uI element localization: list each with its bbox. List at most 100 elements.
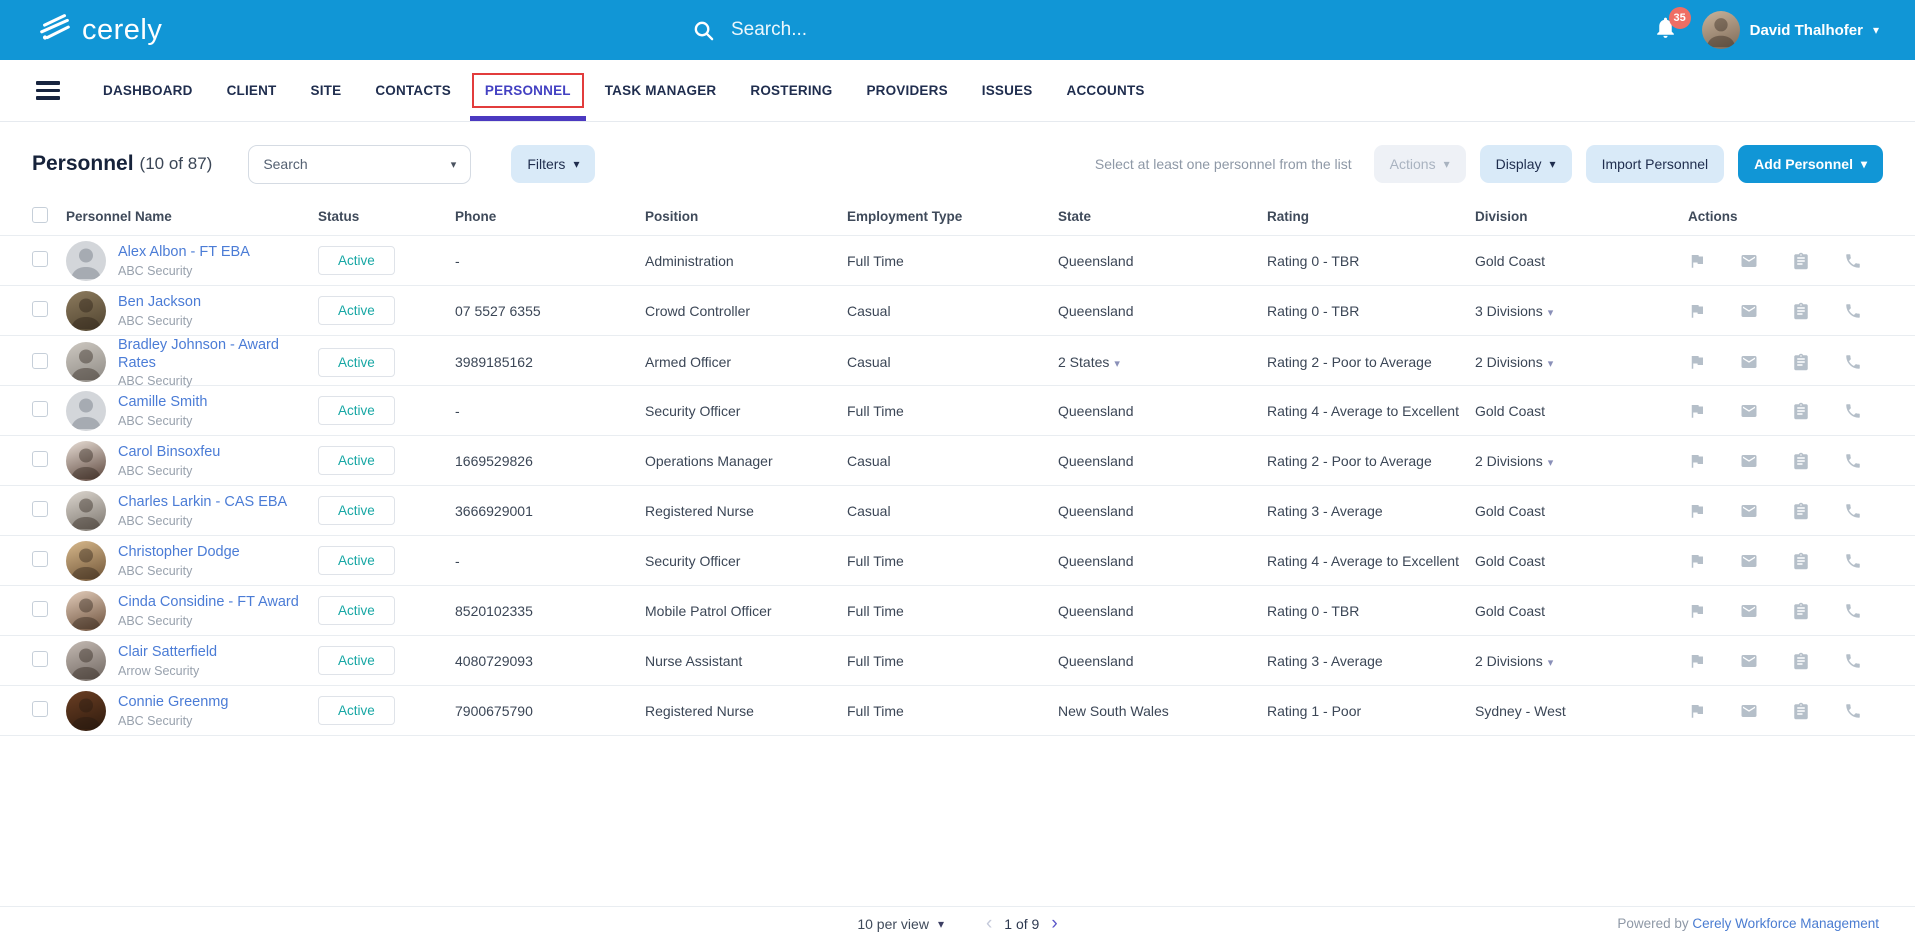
mail-icon[interactable]: [1740, 302, 1758, 320]
column-header-employment-type[interactable]: Employment Type: [847, 209, 963, 224]
phone-icon[interactable]: [1844, 652, 1862, 670]
select-all-checkbox[interactable]: [32, 207, 48, 223]
mail-icon[interactable]: [1740, 652, 1758, 670]
row-checkbox[interactable]: [32, 551, 48, 567]
personnel-name-link[interactable]: Clair Satterfield: [118, 644, 218, 661]
flag-icon[interactable]: [1688, 602, 1706, 620]
phone-icon[interactable]: [1844, 602, 1862, 620]
division-cell[interactable]: 2 Divisions ▾: [1475, 452, 1554, 469]
tab-personnel[interactable]: PERSONNEL: [468, 60, 588, 121]
flag-icon[interactable]: [1688, 252, 1706, 270]
flag-icon[interactable]: [1688, 652, 1706, 670]
next-page-icon[interactable]: ›: [1051, 913, 1058, 934]
clipboard-icon[interactable]: [1792, 552, 1810, 570]
tab-providers[interactable]: PROVIDERS: [849, 60, 964, 121]
mail-icon[interactable]: [1740, 702, 1758, 720]
filters-button[interactable]: Filters ▾: [511, 145, 596, 183]
division-cell[interactable]: 2 Divisions ▾: [1475, 652, 1554, 669]
tab-client[interactable]: CLIENT: [210, 60, 294, 121]
add-personnel-button[interactable]: Add Personnel ▾: [1738, 145, 1883, 183]
clipboard-icon[interactable]: [1792, 652, 1810, 670]
phone-icon[interactable]: [1844, 353, 1862, 371]
phone-icon[interactable]: [1844, 702, 1862, 720]
clipboard-icon[interactable]: [1792, 502, 1810, 520]
phone-icon[interactable]: [1844, 402, 1862, 420]
row-checkbox[interactable]: [32, 501, 48, 517]
display-button[interactable]: Display ▾: [1479, 145, 1572, 183]
brand[interactable]: cerely: [36, 9, 162, 52]
flag-icon[interactable]: [1688, 353, 1706, 371]
mail-icon[interactable]: [1740, 552, 1758, 570]
clipboard-icon[interactable]: [1792, 702, 1810, 720]
flag-icon[interactable]: [1688, 552, 1706, 570]
phone-icon[interactable]: [1844, 552, 1862, 570]
phone-icon[interactable]: [1844, 452, 1862, 470]
flag-icon[interactable]: [1688, 402, 1706, 420]
row-checkbox[interactable]: [32, 601, 48, 617]
tab-site[interactable]: SITE: [294, 60, 359, 121]
actions-button[interactable]: Actions ▾: [1373, 145, 1466, 183]
row-checkbox[interactable]: [32, 352, 48, 369]
flag-icon[interactable]: [1688, 302, 1706, 320]
row-checkbox[interactable]: [32, 701, 48, 717]
flag-icon[interactable]: [1688, 452, 1706, 470]
division-cell[interactable]: 2 Divisions ▾: [1475, 354, 1554, 371]
column-header-personnel-name[interactable]: Personnel Name: [66, 209, 172, 224]
notifications-button[interactable]: 35: [1653, 7, 1691, 45]
phone-icon[interactable]: [1844, 502, 1862, 520]
tab-dashboard[interactable]: DASHBOARD: [86, 60, 210, 121]
column-header-rating[interactable]: Rating: [1267, 209, 1309, 224]
menu-icon[interactable]: [36, 60, 60, 121]
personnel-name-link[interactable]: Ben Jackson: [118, 294, 202, 311]
clipboard-icon[interactable]: [1792, 252, 1810, 270]
state-cell[interactable]: 2 States ▾: [1058, 354, 1120, 371]
mail-icon[interactable]: [1740, 602, 1758, 620]
mail-icon[interactable]: [1740, 452, 1758, 470]
search-select[interactable]: Search ▾: [248, 144, 472, 184]
tab-task-manager[interactable]: TASK MANAGER: [588, 60, 734, 121]
column-header-state[interactable]: State: [1058, 209, 1092, 224]
tab-contacts[interactable]: CONTACTS: [358, 60, 468, 121]
import-personnel-button[interactable]: Import Personnel: [1585, 145, 1725, 183]
column-header-position[interactable]: Position: [645, 209, 699, 224]
row-checkbox[interactable]: [32, 401, 48, 417]
personnel-name-link[interactable]: Bradley Johnson - Award Rates: [118, 337, 279, 372]
user-menu[interactable]: David Thalhofer ▾: [1701, 11, 1879, 49]
personnel-name-link[interactable]: Carol Binsoxfeu: [118, 444, 221, 461]
flag-icon[interactable]: [1688, 502, 1706, 520]
flag-icon[interactable]: [1688, 702, 1706, 720]
mail-icon[interactable]: [1740, 252, 1758, 270]
phone-icon[interactable]: [1844, 302, 1862, 320]
row-checkbox[interactable]: [32, 251, 48, 267]
row-checkbox[interactable]: [32, 301, 48, 317]
mail-icon[interactable]: [1740, 402, 1758, 420]
clipboard-icon[interactable]: [1792, 353, 1810, 371]
column-header-division[interactable]: Division: [1475, 209, 1528, 224]
phone-icon[interactable]: [1844, 252, 1862, 270]
tab-issues[interactable]: ISSUES: [965, 60, 1050, 121]
row-checkbox[interactable]: [32, 451, 48, 467]
tab-accounts[interactable]: ACCOUNTS: [1050, 60, 1162, 121]
personnel-name-link[interactable]: Cinda Considine - FT Award: [118, 594, 299, 611]
global-search-input[interactable]: [731, 19, 1151, 41]
division-cell[interactable]: 3 Divisions ▾: [1475, 302, 1554, 319]
mail-icon[interactable]: [1740, 353, 1758, 371]
column-header-actions[interactable]: Actions: [1688, 209, 1738, 224]
prev-page-icon[interactable]: ‹: [985, 913, 993, 934]
clipboard-icon[interactable]: [1792, 402, 1810, 420]
column-header-status[interactable]: Status: [318, 209, 360, 224]
per-view-select[interactable]: 10 per view ▾: [857, 916, 944, 932]
powered-by-link[interactable]: Cerely Workforce Management: [1692, 916, 1879, 931]
tab-rostering[interactable]: ROSTERING: [733, 60, 849, 121]
personnel-name-link[interactable]: Charles Larkin - CAS EBA: [118, 494, 288, 511]
clipboard-icon[interactable]: [1792, 602, 1810, 620]
personnel-name-link[interactable]: Christopher Dodge: [118, 544, 240, 561]
personnel-name-link[interactable]: Camille Smith: [118, 394, 208, 411]
personnel-name-link[interactable]: Alex Albon - FT EBA: [118, 244, 250, 261]
row-checkbox[interactable]: [32, 651, 48, 667]
column-header-phone[interactable]: Phone: [455, 209, 497, 224]
mail-icon[interactable]: [1740, 502, 1758, 520]
personnel-name-link[interactable]: Connie Greenmg: [118, 694, 229, 711]
clipboard-icon[interactable]: [1792, 452, 1810, 470]
clipboard-icon[interactable]: [1792, 302, 1810, 320]
